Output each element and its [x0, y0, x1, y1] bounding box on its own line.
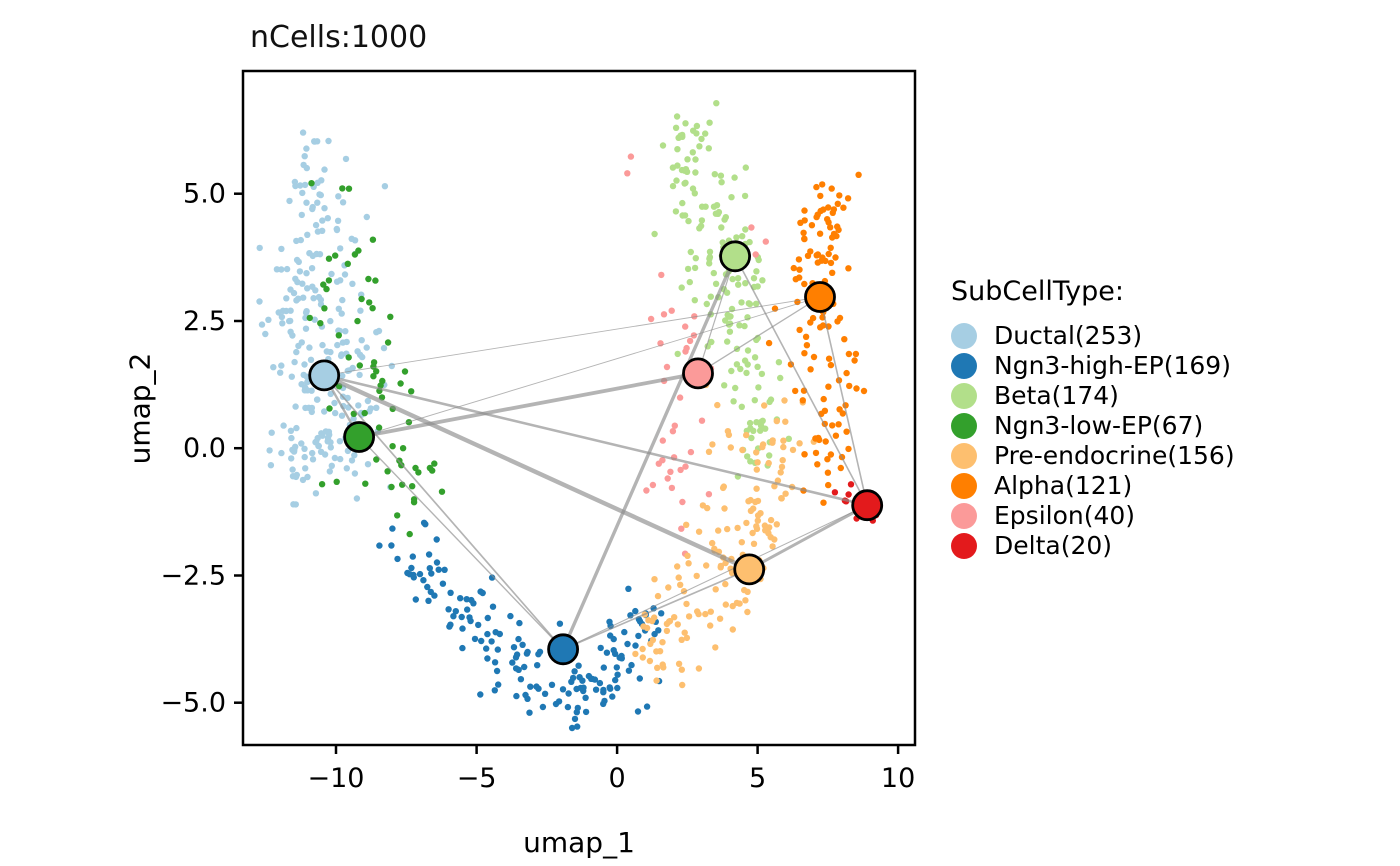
- legend-item: Ngn3-low-EP(67): [951, 411, 1235, 441]
- scatter-points-Epsilon: [624, 153, 769, 557]
- legend-item-label: Ngn3-low-EP(67): [994, 411, 1204, 440]
- y-tick-label: −5.0: [160, 688, 226, 719]
- legend-swatch-circle-icon: [951, 443, 977, 469]
- scatter-points-Pre-endocrine: [632, 381, 817, 689]
- x-tick-label: 5: [749, 763, 766, 794]
- paga-edges-layer: [322, 254, 869, 651]
- cluster-centroid-Ngn3-high-EP: [547, 633, 579, 666]
- paga-edge-Ngn3-low-EP-Alpha: [358, 296, 821, 438]
- legend-item: Pre-endocrine(156): [951, 441, 1235, 471]
- legend-title: SubCellType:: [951, 276, 1124, 307]
- legend-item-label: Beta(174): [994, 381, 1119, 410]
- paga-edge-Ductal-Pre-endocrine: [322, 373, 752, 572]
- cluster-centroid-Alpha: [804, 281, 836, 313]
- legend-item: Ductal(253): [951, 321, 1235, 351]
- legend-item: Alpha(121): [951, 471, 1235, 501]
- x-tick-label: −5: [457, 763, 497, 794]
- legend-items: Ductal(253) Ngn3-high-EP(169) Beta(174) Ngn…: [951, 321, 1235, 561]
- cluster-centroid-Pre-endocrine: [733, 553, 766, 586]
- legend-item-label: Epsilon(40): [994, 501, 1136, 530]
- paga-edge-Ngn3-high-EP-Beta: [561, 254, 737, 651]
- paga-edge-Ductal-Delta: [322, 374, 869, 507]
- legend-item-label: Alpha(121): [994, 471, 1133, 500]
- cluster-centroid-Epsilon: [682, 357, 714, 390]
- cluster-centroid-Delta: [851, 489, 884, 522]
- legend-swatch-circle-icon: [951, 533, 977, 559]
- paga-edge-Ductal-Ngn3-high-EP: [323, 374, 564, 651]
- legend-item-label: Ductal(253): [994, 321, 1143, 350]
- legend-item-label: Pre-endocrine(156): [994, 441, 1235, 470]
- paga-edge-Ngn3-high-EP-Delta: [562, 504, 868, 650]
- paga-edge-Beta-Delta: [734, 255, 869, 507]
- legend-item-label: Ngn3-high-EP(169): [994, 351, 1231, 380]
- paga-edge-Ngn3-low-EP-Epsilon: [357, 371, 700, 439]
- y-tick-label: 2.5: [183, 306, 226, 337]
- legend-swatch-circle-icon: [951, 353, 977, 379]
- paga-edge-Alpha-Epsilon: [697, 296, 821, 375]
- paga-edge-Beta-Epsilon: [697, 255, 736, 374]
- legend-item: Ngn3-high-EP(169): [951, 351, 1235, 381]
- scatter-points-Alpha: [765, 171, 868, 506]
- legend-swatch-circle-icon: [951, 383, 977, 409]
- y-axis-label: umap_2: [123, 352, 157, 465]
- x-tick-label: 10: [881, 763, 915, 794]
- paga-edge-Alpha-Delta: [819, 296, 869, 507]
- legend-item: Delta(20): [951, 531, 1235, 561]
- legend-swatch-circle-icon: [951, 413, 977, 439]
- y-tick-label: −2.5: [160, 561, 226, 592]
- legend-swatch-circle-icon: [951, 503, 977, 529]
- legend: SubCellType: Ductal(253) Ngn3-high-EP(169…: [951, 276, 1235, 561]
- x-tick-label: −10: [308, 763, 365, 794]
- cluster-centroid-Ductal: [308, 359, 341, 392]
- x-tick-label: 0: [609, 763, 626, 794]
- paga-edge-Ngn3-low-EP-Ngn3-high-EP: [358, 436, 564, 650]
- legend-item: Beta(174): [951, 381, 1235, 411]
- legend-item: Epsilon(40): [951, 501, 1235, 531]
- cluster-centroid-Ngn3-low-EP: [343, 421, 376, 453]
- y-tick-label: 5.0: [183, 179, 226, 210]
- legend-item-label: Delta(20): [994, 531, 1113, 560]
- scatter-points-Ngn3-high-EP: [376, 519, 665, 732]
- cluster-centroid-Beta: [719, 240, 751, 273]
- plot-title: nCells:1000: [250, 20, 428, 55]
- axes-frame: [241, 69, 917, 747]
- y-tick-label: 0.0: [183, 433, 226, 464]
- legend-swatch-circle-icon: [951, 323, 977, 349]
- paga-edge-Ngn3-high-EP-Pre-endocrine: [562, 568, 751, 651]
- paga-edge-Ductal-Alpha: [323, 296, 821, 376]
- scatter-points-Ductal: [256, 129, 395, 508]
- paga-edge-Pre-endocrine-Delta: [747, 503, 869, 571]
- x-axis-label: umap_1: [523, 826, 635, 859]
- legend-swatch-circle-icon: [951, 473, 977, 499]
